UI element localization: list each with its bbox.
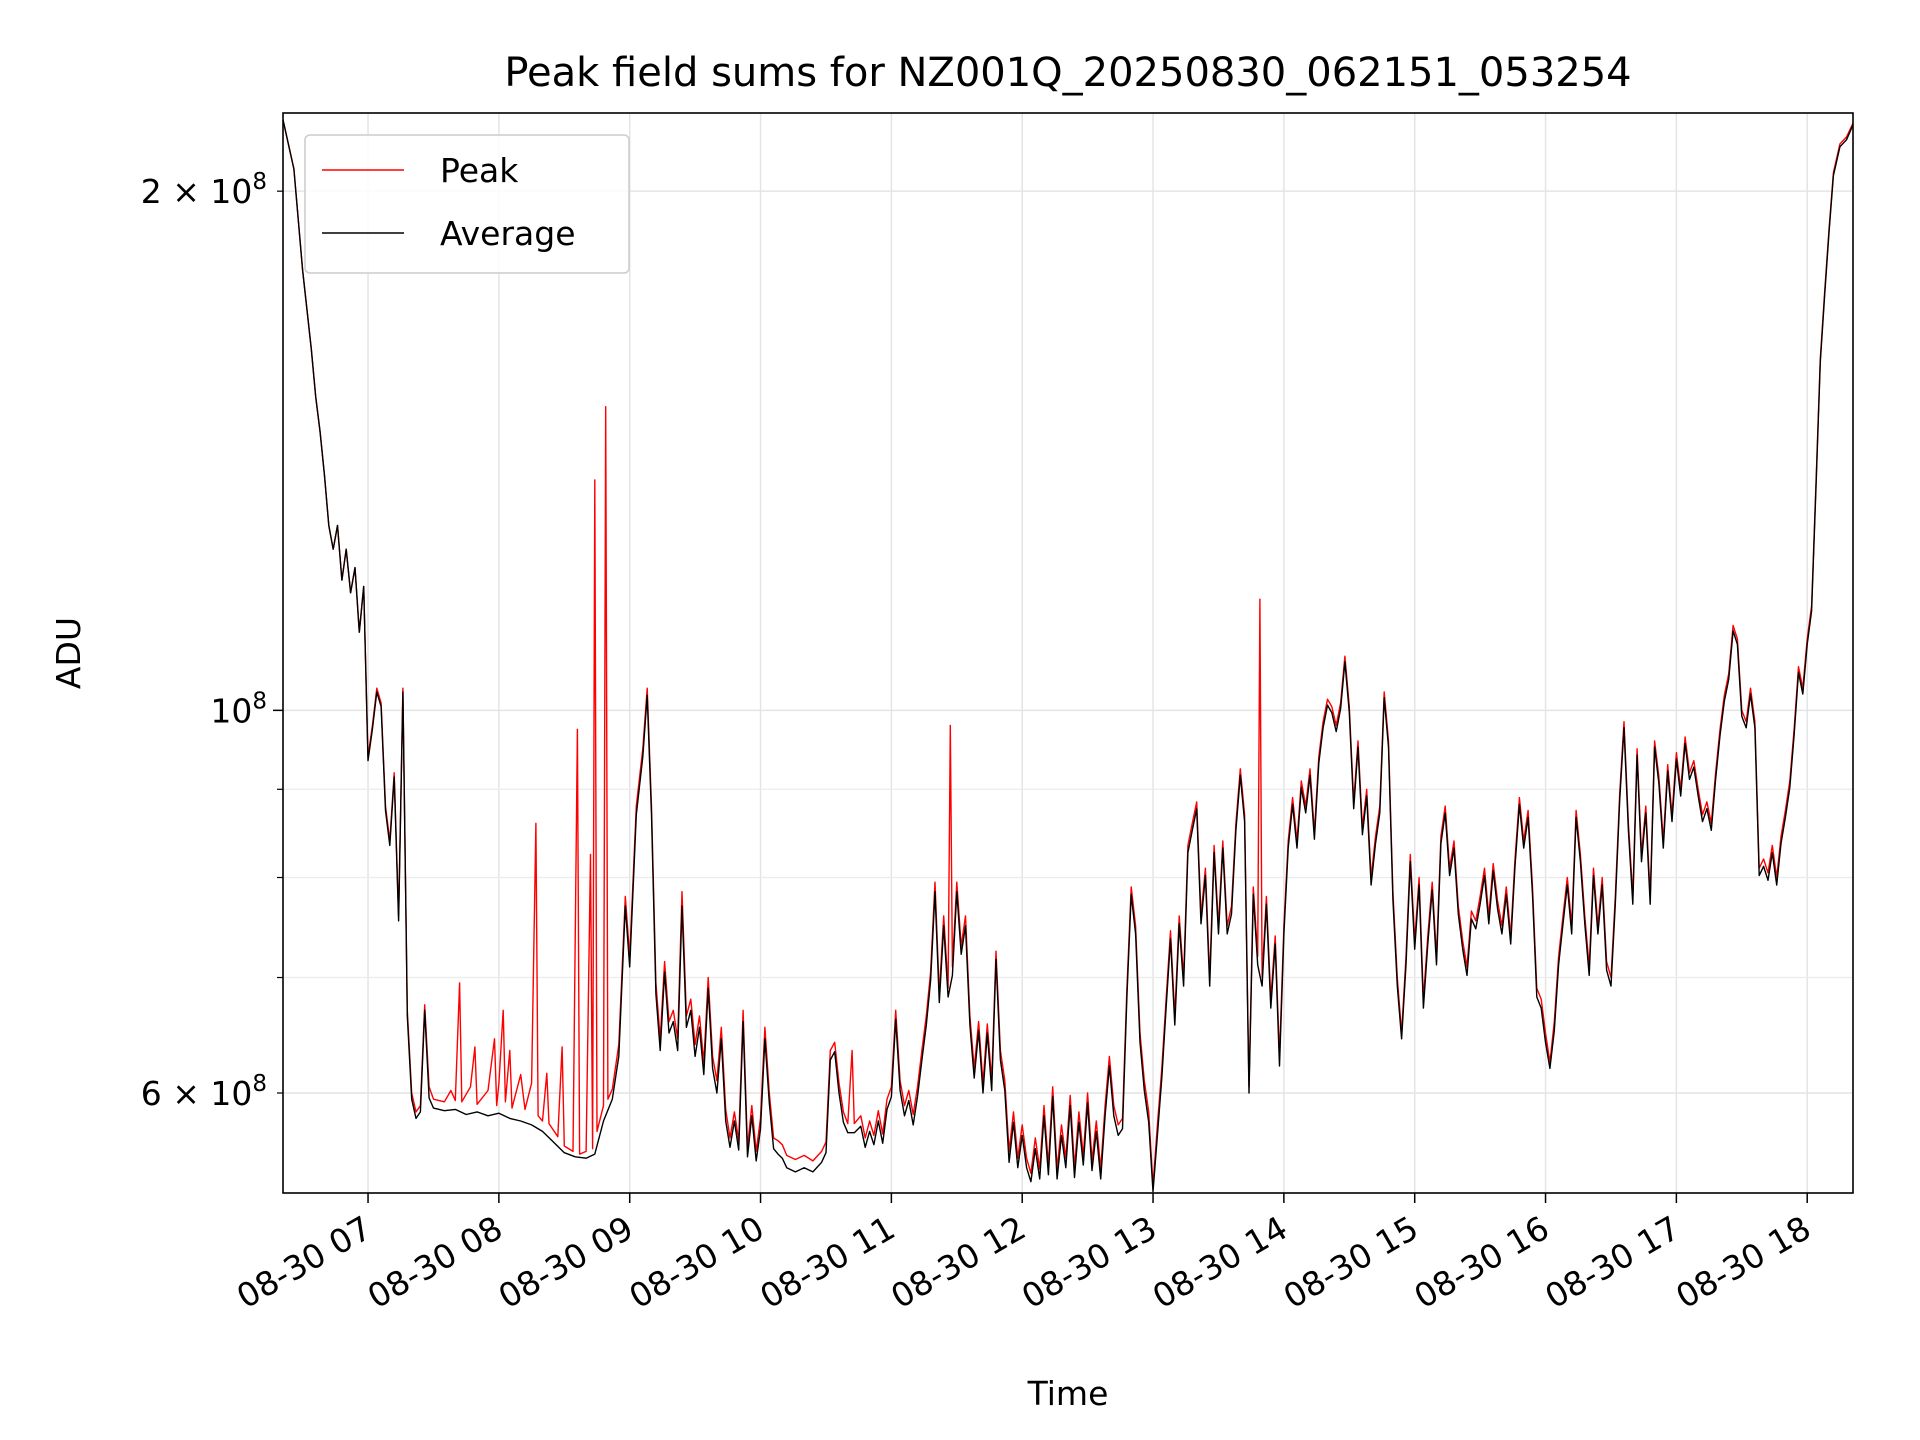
y-tick-label: 6 × 108 [141, 1071, 267, 1113]
legend: Peak Average [304, 134, 630, 274]
grid [283, 113, 1853, 1193]
chart-title: Peak field sums for NZ001Q_20250830_0621… [504, 50, 1631, 96]
legend-label-average: Average [440, 214, 576, 253]
y-axis: 108 6 × 108 2 × 108 [141, 169, 283, 1113]
y-tick-label: 108 [210, 688, 267, 730]
series-layer [282, 119, 1854, 1193]
plot-frame [282, 112, 1854, 1194]
y-tick-label: 2 × 108 [141, 169, 267, 211]
y-axis-label: ADU [49, 617, 88, 689]
x-axis-label: Time [1027, 1374, 1109, 1413]
series-line-average [282, 119, 1854, 1193]
legend-label-peak: Peak [440, 151, 519, 190]
